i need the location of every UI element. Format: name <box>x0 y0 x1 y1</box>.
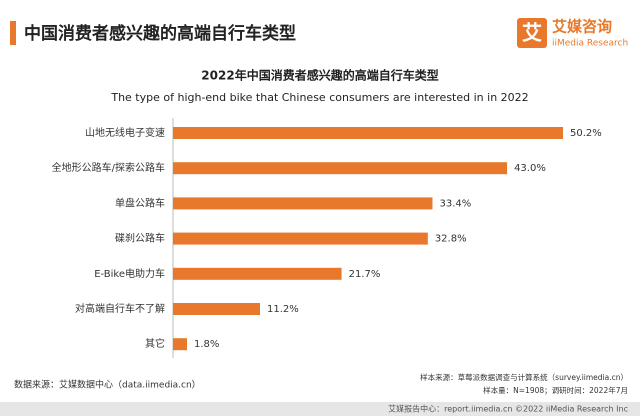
category-label: E-Bike电助力车 <box>94 267 165 280</box>
category-label: 碟刹公路车 <box>115 232 165 245</box>
chart-title: 2022年中国消费者感兴趣的高端自行车类型 <box>201 68 438 83</box>
bar <box>173 162 508 175</box>
source: 数据来源：艾媒数据中心（data.iimedia.cn） <box>14 379 201 391</box>
bar <box>173 303 261 315</box>
value-label: 43.0% <box>514 163 546 174</box>
chart-subtitle: The type of high-end bike that Chinese c… <box>110 91 528 104</box>
value-label: 21.7% <box>349 269 381 280</box>
title-accent <box>10 21 16 45</box>
category-label: 其它 <box>145 337 165 350</box>
bar <box>173 232 428 245</box>
value-label: 33.4% <box>439 198 471 209</box>
category-label: 对高端自行车不了解 <box>75 302 165 315</box>
category-label: 单盘公路车 <box>115 196 165 209</box>
page-title: 中国消费者感兴趣的高端自行车类型 <box>24 23 296 44</box>
value-label: 50.2% <box>570 128 602 139</box>
value-label: 11.2% <box>267 304 299 315</box>
bar <box>173 127 563 139</box>
bar <box>173 338 187 351</box>
bar <box>173 267 342 280</box>
footer-bar <box>0 402 640 416</box>
category-label: 全地形公路车/探索公路车 <box>52 161 165 174</box>
value-label: 32.8% <box>435 234 467 245</box>
logo-icon-box <box>517 18 547 48</box>
logo-icon: 艾 <box>522 21 542 45</box>
sample-source: 样本来源：草莓派数据调查与计算系统（survey.iimedia.cn） <box>420 372 628 382</box>
bar <box>173 197 433 210</box>
value-label: 1.8% <box>194 339 219 350</box>
logo-sub: iiMedia Research <box>552 39 628 49</box>
logo-name: 艾媒咨询 <box>552 18 612 36</box>
category-label: 山地无线电子变速 <box>85 126 165 139</box>
sample-size: 样本量：N=1908；调研时间：2022年7月 <box>483 385 628 395</box>
report-center: 艾媒报告中心：report.iimedia.cn ©2022 iiMedia R… <box>388 404 628 414</box>
